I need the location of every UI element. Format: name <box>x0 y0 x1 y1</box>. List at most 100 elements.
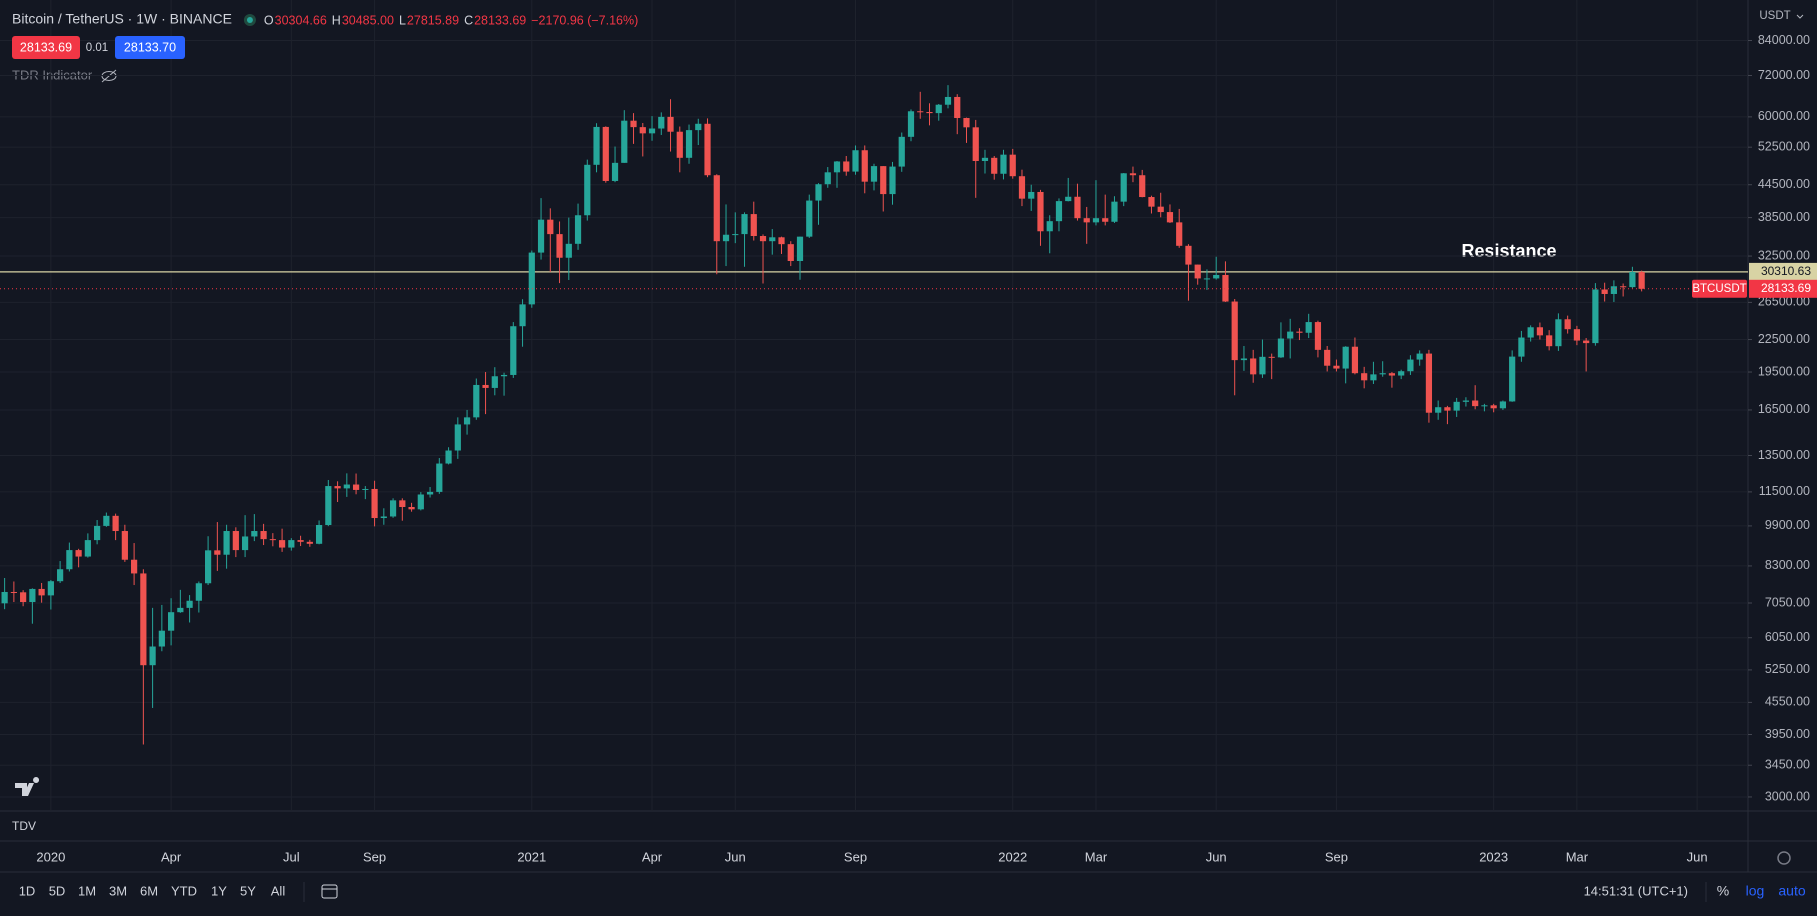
candle-body <box>907 111 915 137</box>
candle-body <box>500 374 508 377</box>
range-button[interactable]: 5D <box>49 883 66 898</box>
candle-body <box>621 120 628 163</box>
y-tick-label: 38500.00 <box>1758 210 1810 224</box>
range-button[interactable]: All <box>271 883 286 898</box>
ohlc-key: L <box>399 13 406 27</box>
candle-body <box>815 184 822 201</box>
eye-icon[interactable] <box>101 69 117 83</box>
candle-body <box>1250 358 1257 375</box>
y-tick-label: 84000.00 <box>1758 33 1810 47</box>
candle-body <box>667 116 674 132</box>
candle-body <box>972 127 979 162</box>
candle-body <box>732 234 739 236</box>
candle-body <box>565 243 572 258</box>
candle-body <box>1092 218 1100 223</box>
ask[interactable]: 28133.70 <box>124 40 176 54</box>
range-button[interactable]: 1Y <box>211 883 227 898</box>
calendar-frame[interactable] <box>321 884 338 899</box>
scale-toggle[interactable]: % <box>1717 883 1729 899</box>
y-tick-label: 3950.00 <box>1765 727 1810 741</box>
x-tick-label: Jun <box>1687 849 1708 864</box>
candle-body <box>528 252 535 305</box>
clock: 14:51:31 (UTC+1) <box>1584 883 1688 898</box>
candle-body <box>1407 359 1414 372</box>
candle-body <box>1055 201 1063 222</box>
x-tick-label: 2021 <box>517 849 546 864</box>
range-button[interactable]: 5Y <box>240 883 256 898</box>
y-tick-label: 44500.00 <box>1758 177 1810 191</box>
candle-body <box>1222 274 1229 302</box>
candle-body <box>519 304 526 327</box>
candle-body <box>787 244 794 262</box>
candle-body <box>741 214 748 235</box>
y-tick-label: 52500.00 <box>1758 139 1810 153</box>
currency-caret[interactable] <box>1796 14 1804 19</box>
candle-body <box>57 569 64 582</box>
bid-box[interactable] <box>12 36 80 59</box>
candle-body <box>1083 218 1090 223</box>
candle-body <box>852 150 859 172</box>
range-button[interactable]: 6M <box>140 883 158 898</box>
candle-body <box>1472 400 1479 407</box>
settings-icon[interactable] <box>1777 851 1791 865</box>
range-button[interactable]: 1M <box>78 883 96 898</box>
bid[interactable]: 28133.69 <box>20 40 72 54</box>
candle-body <box>547 219 554 235</box>
candle-body <box>1240 358 1248 361</box>
scale-toggle[interactable]: log <box>1746 883 1765 899</box>
candle-body <box>593 126 600 165</box>
candle-body <box>1139 175 1146 198</box>
candle-body <box>1314 322 1322 350</box>
range-button[interactable]: YTD <box>171 883 197 898</box>
candle-body <box>602 126 609 181</box>
candle-body <box>463 417 471 425</box>
candle-body <box>445 450 452 464</box>
x-tick-label: Sep <box>844 849 867 864</box>
candle-body <box>232 531 239 551</box>
ohlc-value: 30485.00 <box>342 13 394 27</box>
eye-outline[interactable] <box>101 71 117 81</box>
candle-body <box>1102 218 1109 222</box>
ohlc-value: 27815.89 <box>407 13 459 27</box>
candle-body <box>1620 286 1627 288</box>
last-price-box <box>1749 279 1817 298</box>
candle-body <box>1629 271 1636 288</box>
candle-body <box>204 550 212 584</box>
candle-body <box>1555 319 1562 347</box>
candle-body <box>417 494 424 510</box>
range-button[interactable]: 1D <box>19 883 36 898</box>
candle-body <box>343 484 350 489</box>
candle-body <box>84 540 91 557</box>
candle-body <box>1638 271 1645 289</box>
candle-body <box>66 550 73 570</box>
candle-body <box>648 128 656 134</box>
candle-body <box>1203 278 1211 280</box>
candle-body <box>20 592 27 603</box>
candle-body <box>1009 154 1016 177</box>
eye-strike[interactable] <box>101 69 117 83</box>
candle-body <box>695 123 702 131</box>
x-tick-label: Apr <box>161 849 182 864</box>
x-tick-label: Apr <box>642 849 663 864</box>
annotation: Resistance <box>1461 241 1556 261</box>
currency[interactable]: USDT <box>1759 10 1790 22</box>
candle-body <box>1157 206 1164 213</box>
calendar-icon[interactable] <box>321 884 338 899</box>
x-tick-label: Mar <box>1566 849 1589 864</box>
candle-body <box>177 607 184 613</box>
range-button[interactable]: 3M <box>109 883 127 898</box>
candle-body <box>1592 289 1599 344</box>
candle-body <box>537 219 545 253</box>
candle-body <box>510 326 517 375</box>
candle-body <box>149 646 156 666</box>
ask-box[interactable] <box>115 36 185 59</box>
candle-body <box>1166 212 1174 223</box>
symbol-title: Bitcoin / TetherUS · 1W · BINANCE <box>12 11 232 27</box>
status-dot-core <box>246 17 253 23</box>
candle-body <box>1259 356 1266 375</box>
candle-body <box>1305 322 1312 333</box>
scale-toggle[interactable]: auto <box>1778 883 1805 899</box>
logo <box>15 777 40 796</box>
